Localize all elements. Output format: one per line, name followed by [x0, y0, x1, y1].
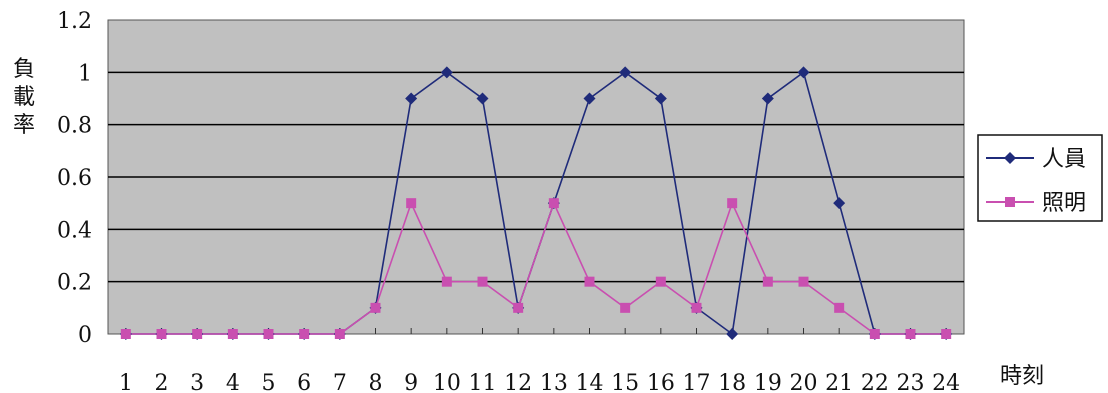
x-tick-label: 24	[932, 371, 960, 393]
data-point	[440, 66, 453, 79]
x-tick-label: 10	[433, 371, 461, 393]
legend-marker	[1005, 197, 1015, 207]
data-point	[797, 66, 810, 79]
y-tick-label: 1	[78, 61, 92, 86]
data-point	[833, 197, 846, 210]
x-tick-label: 6	[297, 371, 311, 393]
x-tick-label: 18	[718, 371, 746, 393]
data-point	[513, 302, 524, 313]
x-tick-label: 11	[469, 371, 497, 393]
x-tick-label: 14	[576, 371, 604, 393]
data-point	[405, 92, 418, 105]
data-point	[192, 329, 203, 339]
data-point	[299, 329, 310, 339]
x-tick-label: 16	[647, 371, 675, 393]
data-point	[476, 92, 489, 105]
data-point	[583, 92, 596, 105]
x-tick-label: 9	[404, 371, 418, 393]
legend-box	[977, 134, 1103, 222]
x-tick-label: 3	[190, 371, 204, 393]
data-point	[905, 329, 916, 339]
y-tick-label: 0	[78, 323, 92, 348]
data-point	[691, 302, 702, 313]
data-point	[334, 329, 345, 339]
x-tick-label: 1	[119, 371, 133, 393]
data-point	[834, 302, 845, 313]
legend-label: 人員	[1042, 147, 1086, 172]
y-tick-label: 0.4	[57, 218, 92, 243]
x-tick-label: 5	[262, 371, 276, 393]
data-point	[655, 276, 666, 287]
data-point	[477, 276, 488, 287]
data-point	[548, 198, 559, 209]
data-point	[762, 276, 773, 287]
data-point	[584, 276, 595, 287]
data-point	[727, 198, 738, 209]
x-tick-label: 13	[540, 371, 568, 393]
x-tick-label: 22	[861, 371, 889, 393]
data-point	[227, 329, 238, 339]
data-point	[263, 329, 274, 339]
x-tick-label: 8	[369, 371, 383, 393]
data-point	[120, 329, 131, 339]
data-point	[441, 276, 452, 287]
data-point	[370, 302, 381, 313]
x-tick-label: 2	[155, 371, 169, 393]
legend-label: 照明	[1042, 191, 1086, 216]
y-tick-label: 0.6	[57, 166, 92, 191]
data-point	[619, 66, 632, 79]
legend-marker	[1004, 152, 1016, 164]
x-axis-title: 時刻	[1000, 364, 1044, 389]
y-tick-labels: 0 0.2 0.4 0.6 0.8 1 1.2	[57, 9, 92, 348]
series-markers	[119, 66, 953, 340]
data-point	[869, 329, 880, 339]
y-tick-label: 0.2	[57, 271, 92, 296]
grid-lines	[108, 71, 964, 283]
data-point	[620, 302, 631, 313]
data-point	[941, 329, 952, 339]
x-tick-label: 21	[825, 371, 853, 393]
x-tick-labels: 1 2 3 4 5 6 7 8 9 10 11 12 13 14 15 16 17 18 19 20 21 22 23 24	[119, 328, 960, 393]
x-tick-label: 12	[504, 371, 532, 393]
data-point	[654, 92, 667, 105]
data-point	[726, 328, 739, 340]
x-tick-label: 23	[897, 371, 925, 393]
x-tick-label: 7	[333, 371, 347, 393]
data-point	[406, 198, 417, 209]
x-tick-label: 15	[611, 371, 639, 393]
y-tick-label: 0.8	[57, 114, 92, 139]
data-point	[798, 276, 809, 287]
y-axis-title: 負載率	[13, 57, 35, 138]
data-point	[761, 92, 774, 105]
x-tick-label: 20	[790, 371, 818, 393]
x-tick-label: 19	[754, 371, 782, 393]
x-tick-label: 4	[226, 371, 240, 393]
data-point	[156, 329, 167, 339]
x-tick-label: 17	[683, 371, 711, 393]
y-tick-label: 1.2	[57, 9, 92, 34]
